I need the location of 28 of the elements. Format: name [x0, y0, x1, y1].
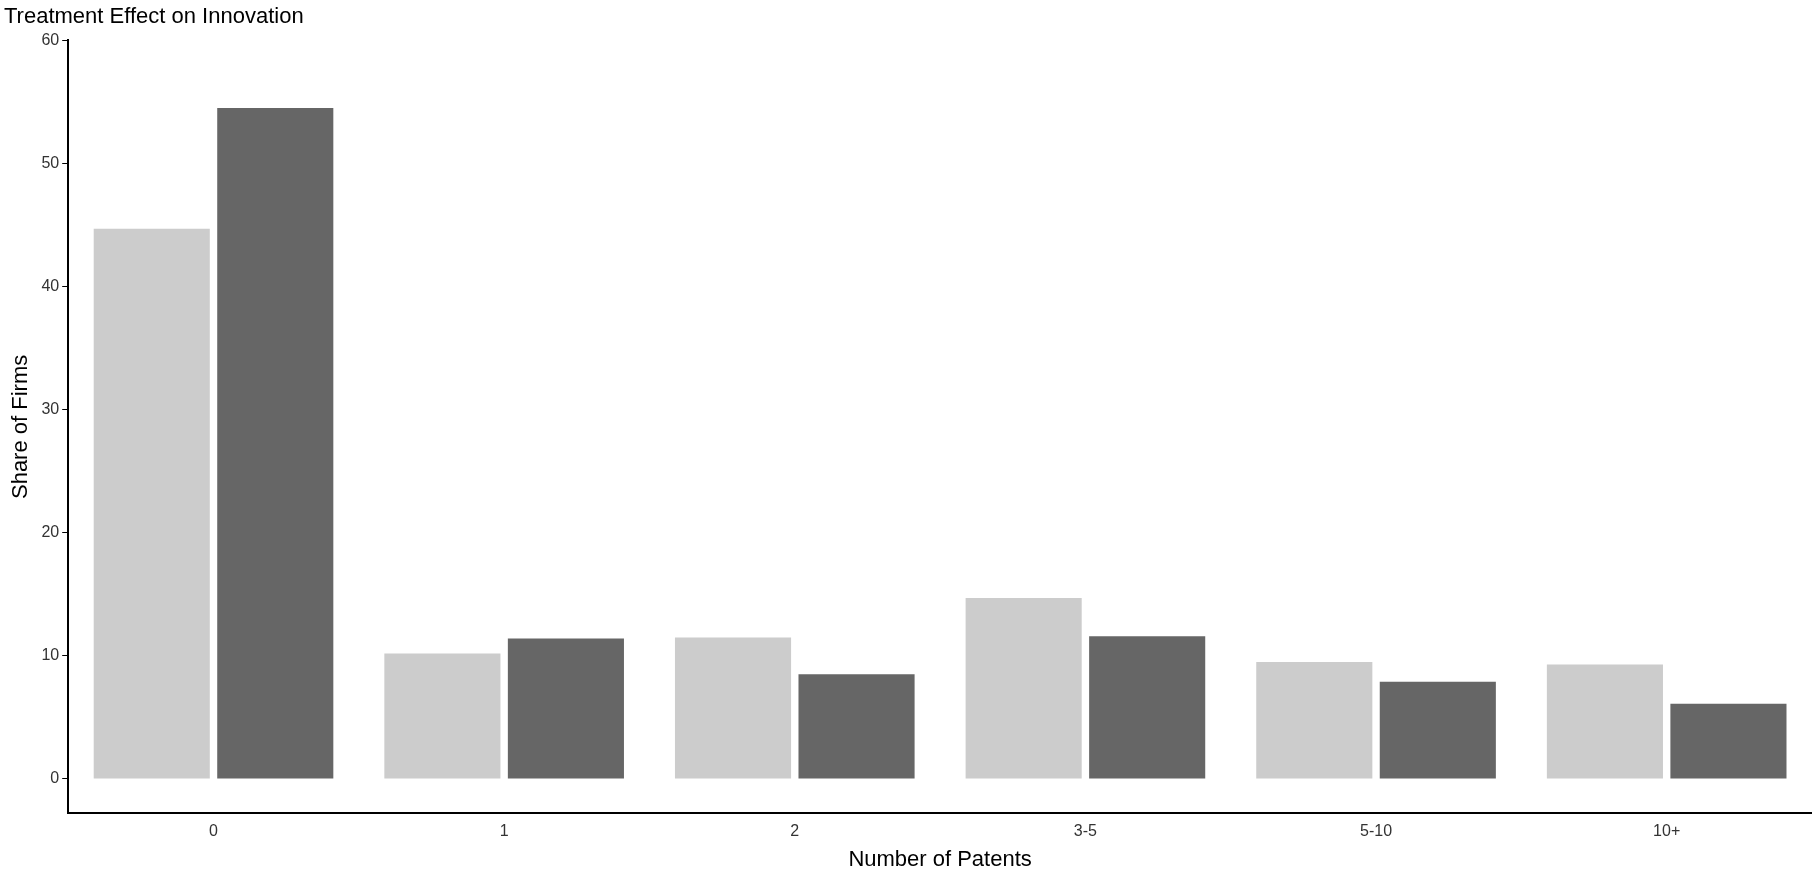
bar	[507, 638, 624, 779]
bar	[217, 108, 334, 779]
y-tick-label: 40	[41, 276, 60, 294]
chart-title: Treatment Effect on Innovation	[4, 3, 304, 29]
x-tick-label: 10+	[1653, 822, 1681, 840]
y-tick-label: 20	[41, 523, 60, 541]
bar	[1256, 662, 1373, 779]
x-tick-label: 1	[499, 822, 509, 840]
bar	[384, 653, 501, 779]
bar	[1546, 664, 1663, 779]
bar	[1089, 636, 1206, 779]
x-axis-title: Number of Patents	[848, 845, 1032, 871]
bar	[93, 228, 210, 779]
x-tick-label: 3-5	[1073, 822, 1098, 840]
x-tick-label: 5-10	[1360, 822, 1393, 840]
y-tick-label: 60	[41, 30, 60, 48]
x-tick-label: 0	[209, 822, 219, 840]
bar	[674, 637, 792, 779]
bar	[1379, 681, 1496, 779]
y-tick-label: 50	[41, 153, 60, 171]
y-tick-label: 0	[50, 769, 60, 787]
y-axis-title: Share of Firms	[7, 354, 33, 500]
bar	[965, 597, 1082, 779]
bar	[798, 674, 915, 779]
y-tick-label: 30	[41, 400, 60, 418]
bar	[1670, 703, 1787, 779]
y-tick-label: 10	[41, 646, 60, 664]
x-tick-label: 2	[790, 822, 800, 840]
